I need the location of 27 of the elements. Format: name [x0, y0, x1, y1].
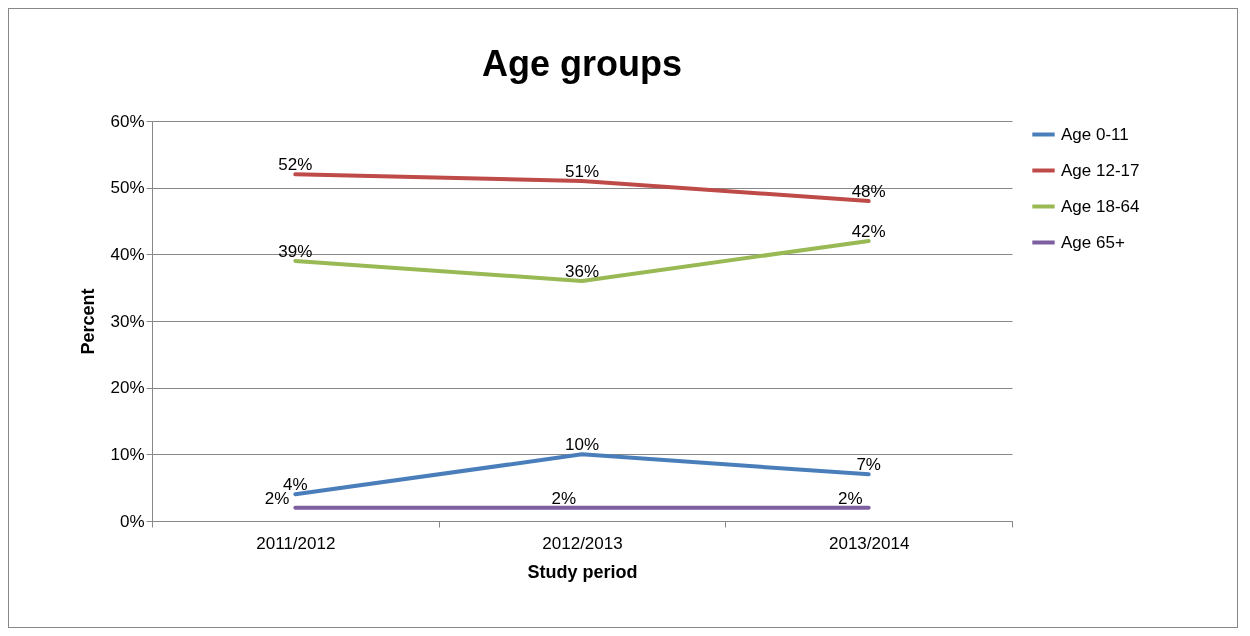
- x-axis-title: Study period: [527, 561, 638, 582]
- chart-title: Age groups: [481, 43, 683, 84]
- y-tick-label: 50%: [110, 178, 145, 198]
- data-label: 48%: [851, 182, 886, 201]
- data-label: 2%: [551, 488, 576, 508]
- data-label: 52%: [278, 155, 313, 175]
- data-label: 7%: [856, 455, 881, 475]
- y-tick-label: 20%: [110, 378, 145, 398]
- x-tick-label: 2012/2013: [542, 533, 623, 553]
- data-label: 2%: [838, 488, 863, 508]
- legend-label: Age 12-17: [1061, 160, 1140, 180]
- data-label: 51%: [564, 162, 600, 181]
- y-tick-label: 60%: [110, 111, 145, 131]
- y-axis-title: Percent: [78, 288, 99, 355]
- data-label: 42%: [851, 222, 886, 241]
- y-tick-label: 10%: [110, 444, 145, 464]
- legend-label: Age 18-64: [1061, 196, 1140, 216]
- data-label: 36%: [564, 262, 600, 281]
- data-label: 10%: [564, 435, 600, 455]
- x-tick-label: 2011/2012: [256, 533, 336, 553]
- data-label: 39%: [278, 242, 313, 261]
- y-tick-label: 0%: [119, 511, 145, 531]
- legend-label: Age 0-11: [1061, 124, 1129, 144]
- legend-label: Age 65+: [1061, 232, 1125, 252]
- y-tick-label: 30%: [110, 311, 145, 331]
- x-tick-label: 2013/2014: [828, 533, 910, 553]
- y-tick-label: 40%: [110, 244, 145, 264]
